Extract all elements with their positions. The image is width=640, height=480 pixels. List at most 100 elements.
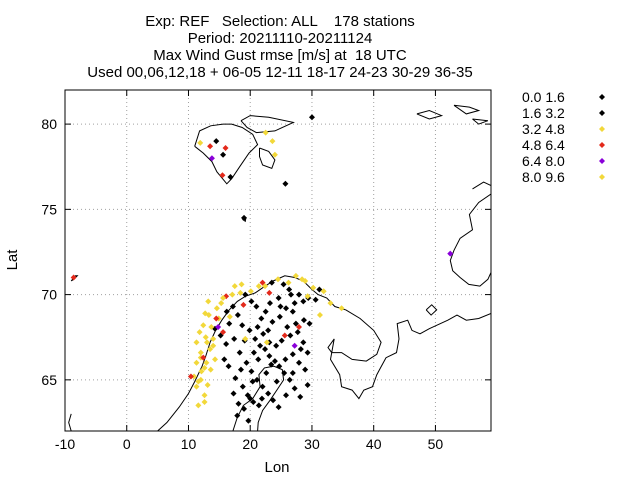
y-tick-label: 65 xyxy=(41,372,57,388)
data-point xyxy=(287,332,294,339)
legend-label: 3.2 4.8 xyxy=(522,121,565,137)
data-point xyxy=(268,279,275,286)
data-point xyxy=(255,356,262,363)
data-point xyxy=(278,337,285,344)
x-tick-label: 50 xyxy=(428,436,444,452)
data-point xyxy=(254,323,261,330)
coastline xyxy=(194,123,259,185)
x-axis-label: Lon xyxy=(264,459,289,476)
data-point xyxy=(187,373,194,380)
data-point xyxy=(247,395,254,402)
axis-ticks xyxy=(64,90,491,431)
data-point xyxy=(250,399,257,406)
data-point xyxy=(291,385,298,392)
data-point xyxy=(277,303,284,310)
coastline xyxy=(259,147,276,170)
coastline xyxy=(68,413,72,431)
legend-marker xyxy=(599,126,605,132)
data-point xyxy=(220,329,227,336)
data-point xyxy=(246,327,253,334)
data-point xyxy=(207,346,214,353)
data-point xyxy=(193,383,200,390)
data-point xyxy=(242,291,249,298)
data-point xyxy=(259,383,266,390)
chart-title-line-4: Used 00,06,12,18 + 06-05 12-11 18-17 24-… xyxy=(87,64,473,81)
y-axis-label: Lat xyxy=(4,249,21,271)
data-point xyxy=(255,402,262,409)
data-point xyxy=(275,295,282,302)
data-point xyxy=(231,283,238,290)
data-point xyxy=(280,281,287,288)
data-point xyxy=(219,172,226,179)
legend-marker xyxy=(599,174,605,180)
data-point xyxy=(304,293,311,300)
data-point xyxy=(297,346,304,353)
plot-area-frame xyxy=(64,89,492,432)
data-point xyxy=(226,320,233,327)
data-point xyxy=(300,339,307,346)
data-point xyxy=(263,370,270,377)
x-tick-label: 30 xyxy=(304,436,320,452)
data-point xyxy=(295,323,302,330)
data-point xyxy=(197,139,204,146)
coastline xyxy=(472,181,491,190)
y-tick-label: 80 xyxy=(41,116,57,132)
x-tick-label: 0 xyxy=(123,436,131,452)
legend-label: 8.0 9.6 xyxy=(522,169,565,185)
data-point xyxy=(289,351,296,358)
data-point xyxy=(262,346,269,353)
data-point xyxy=(208,323,215,330)
data-point xyxy=(286,286,293,293)
data-point xyxy=(273,342,280,349)
data-point xyxy=(220,295,227,302)
data-point xyxy=(220,151,227,158)
data-point xyxy=(273,378,280,385)
y-tick-label: 75 xyxy=(41,201,57,217)
coastline xyxy=(240,115,295,134)
data-point xyxy=(229,303,236,310)
data-point xyxy=(207,143,214,150)
data-point xyxy=(304,381,311,388)
axis-tick-labels: -10 0 10 20 30 40 50 65 70 75 80 xyxy=(41,116,443,452)
data-point xyxy=(295,359,302,366)
data-point xyxy=(302,277,309,284)
data-point xyxy=(304,349,311,356)
data-point xyxy=(283,305,290,312)
data-point xyxy=(213,305,220,312)
data-point xyxy=(195,378,202,385)
data-point xyxy=(230,390,237,397)
data-point xyxy=(276,313,283,320)
data-point xyxy=(242,335,249,342)
data-point xyxy=(300,298,307,305)
data-point xyxy=(231,335,238,342)
data-point xyxy=(207,366,214,373)
data-point xyxy=(202,310,209,317)
data-point xyxy=(208,155,215,162)
legend-marker xyxy=(599,94,605,100)
coastline xyxy=(232,365,285,431)
data-point xyxy=(70,274,77,281)
data-point xyxy=(271,151,278,158)
data-point xyxy=(275,404,282,411)
data-point xyxy=(302,366,309,373)
data-point xyxy=(316,286,323,293)
data-point xyxy=(294,329,301,336)
data-point xyxy=(247,288,254,295)
legend-label: 0.0 1.6 xyxy=(522,89,565,105)
data-point xyxy=(286,376,293,383)
data-point xyxy=(270,397,277,404)
data-point xyxy=(201,392,208,399)
data-point xyxy=(276,363,283,370)
data-point xyxy=(197,349,204,356)
data-point xyxy=(295,291,302,298)
data-point xyxy=(262,308,269,315)
data-point xyxy=(193,339,200,346)
data-point xyxy=(232,375,239,382)
data-points xyxy=(70,114,454,424)
data-point xyxy=(218,300,225,307)
x-tick-label: 40 xyxy=(366,436,382,452)
data-point xyxy=(312,296,319,303)
data-point xyxy=(260,330,267,337)
data-point xyxy=(258,395,265,402)
data-point xyxy=(221,356,228,363)
